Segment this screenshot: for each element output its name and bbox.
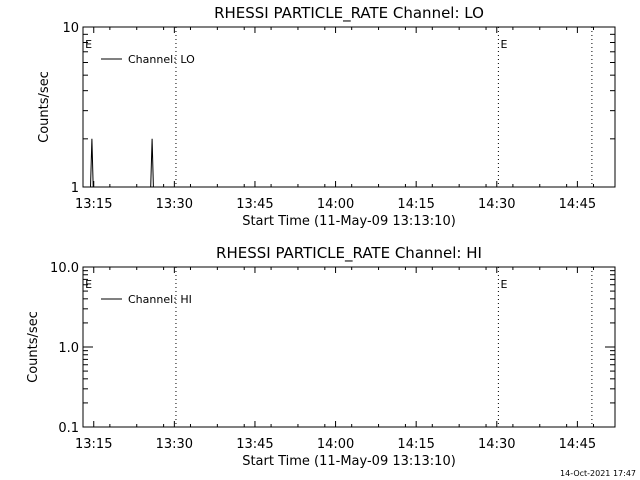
x-axis-title: Start Time (11-May-09 13:13:10)	[242, 214, 456, 229]
panel-hi: RHESSI PARTICLE_RATE Channel: HI 13:15 13:…	[26, 244, 616, 469]
y-tick-label: 10.0	[50, 261, 79, 276]
x-tick-label: 14:30	[478, 437, 515, 452]
legend-label: Channel: LO	[128, 53, 195, 66]
event-marker-label: E	[500, 278, 507, 291]
legend-label: Channel: HI	[128, 293, 192, 306]
y-tick-label: 0.1	[58, 421, 79, 436]
x-axis-title: Start Time (11-May-09 13:13:10)	[242, 454, 456, 469]
y-axis-title: Counts/sec	[37, 71, 52, 143]
x-tick-label: 13:15	[75, 437, 112, 452]
x-tick-label: 14:45	[559, 437, 596, 452]
chart-title: RHESSI PARTICLE_RATE Channel: LO	[214, 4, 484, 23]
y-tick-label: 1.0	[58, 341, 79, 356]
series-line	[88, 138, 154, 188]
x-tick-label: 13:30	[156, 437, 193, 452]
x-tick-label: 13:15	[75, 197, 112, 212]
x-tick-label: 14:00	[317, 437, 354, 452]
y-tick-label: 10	[62, 21, 79, 36]
panel-lo: RHESSI PARTICLE_RATE Channel: LO 13:15 13:…	[37, 4, 616, 229]
plot-frame	[82, 266, 616, 428]
x-tick-label: 13:30	[156, 197, 193, 212]
footer-timestamp: 14-Oct-2021 17:47	[560, 469, 636, 478]
x-tick-label: 14:00	[317, 197, 354, 212]
event-marker-label: E	[85, 38, 92, 51]
plot-frame	[82, 26, 616, 188]
x-tick-label: 14:15	[397, 197, 434, 212]
y-axis-title: Counts/sec	[26, 311, 41, 383]
x-tick-label: 13:45	[236, 437, 273, 452]
x-tick-label: 14:15	[397, 437, 434, 452]
x-tick-label: 14:30	[478, 197, 515, 212]
x-tick-label: 13:45	[236, 197, 273, 212]
chart-title: RHESSI PARTICLE_RATE Channel: HI	[216, 244, 482, 263]
y-tick-label: 1	[71, 181, 79, 196]
x-tick-label: 14:45	[559, 197, 596, 212]
event-marker-label: E	[500, 38, 507, 51]
event-marker-label: E	[85, 278, 92, 291]
